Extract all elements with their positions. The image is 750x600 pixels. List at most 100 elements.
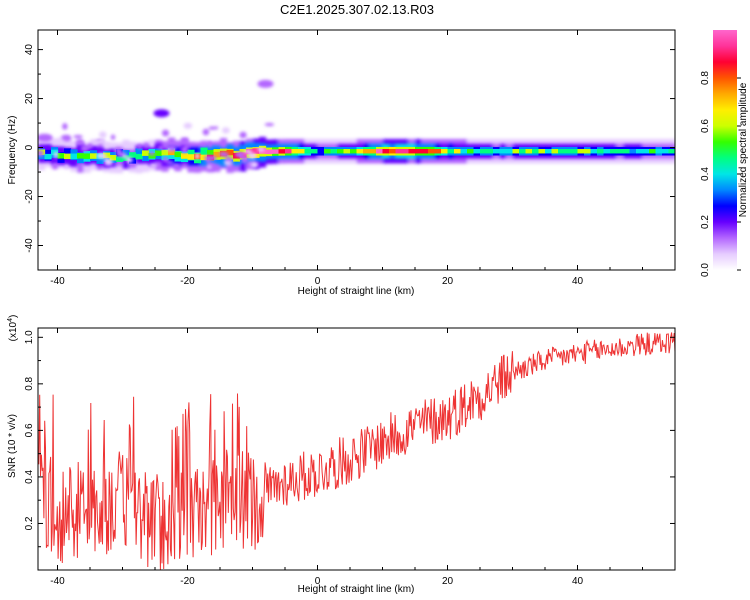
colorbar-tick-label: 0.2 [700, 215, 711, 229]
spectrogram-speckle [222, 127, 230, 134]
snr-y-multiplier: (x104) [7, 315, 19, 342]
spectrogram-speckle [234, 151, 245, 158]
spectrogram-speckle [162, 156, 169, 163]
spectrogram-cell [122, 155, 130, 161]
spectrogram-cell [421, 149, 429, 154]
spectrogram-cell [272, 149, 280, 154]
spectrogram-cell [525, 149, 533, 154]
spectrogram-speckles [38, 122, 275, 170]
spectrogram-speckle [149, 163, 157, 168]
snr-x-tick-label: -20 [180, 576, 195, 587]
spectrogram-cell [174, 151, 182, 158]
spectrogram-cell [408, 149, 416, 154]
spectrogram-speckle [87, 143, 94, 149]
spectrogram-cell [337, 149, 345, 154]
spectrogram-x-axis-label: Height of straight line (km) [298, 286, 415, 297]
spectrogram-x-tick-label: 20 [442, 276, 454, 287]
spectrogram-cell [83, 153, 91, 159]
spectrogram-cell [389, 149, 397, 154]
spectrogram-speckle [208, 126, 216, 130]
spectrogram-cell [200, 147, 208, 159]
spectrogram-cell [636, 149, 644, 154]
spectrogram-speckle [167, 144, 177, 152]
spectrogram-cell [610, 149, 618, 154]
spectrogram-speckle [243, 149, 253, 154]
spectrogram-cell [200, 154, 208, 161]
spectrogram-speckle [122, 154, 128, 159]
spectrogram-cell [155, 150, 163, 156]
spectrogram-outlier [153, 109, 170, 118]
spectrogram-speckle [96, 152, 107, 159]
spectrogram-cell [350, 149, 358, 154]
snr-x-tick-label: 20 [442, 576, 454, 587]
spectrogram-cell [467, 149, 475, 154]
spectrogram-speckle [73, 134, 83, 139]
spectrogram-cell [369, 149, 377, 154]
spectrogram-cell [454, 149, 462, 154]
spectrogram-x-tick-label: -20 [180, 276, 195, 287]
snr-x-tick-label: 0 [315, 576, 321, 587]
spectrogram-cell [538, 149, 546, 154]
spectrogram-speckle [62, 134, 72, 142]
spectrogram-cell [330, 149, 338, 154]
spectrogram-cell [168, 149, 176, 156]
spectrogram-panel: -40 -20 0 20 40 -40 -20 0 20 40 Height of straig… [7, 29, 676, 297]
spectrogram-cell [265, 149, 273, 155]
spectrogram-cell [129, 152, 137, 158]
spectrogram-cell [311, 149, 319, 154]
spectrogram-cell [616, 149, 624, 154]
snr-series-line [38, 332, 675, 570]
spectrogram-cell [181, 153, 189, 159]
spectrogram-speckle [172, 163, 181, 169]
spectrogram-cell [90, 153, 98, 159]
spectrogram-cell [395, 149, 403, 154]
spectrogram-x-tick-label: 40 [572, 276, 584, 287]
spectrogram-cell [70, 153, 78, 160]
spectrogram-cell [415, 149, 423, 154]
spectrogram-speckle [149, 151, 155, 156]
spectrogram-speckle [239, 131, 247, 139]
spectrogram-x-ticks: -40 -20 0 20 40 [50, 30, 676, 287]
snr-y-tick-label: 0.2 [24, 516, 35, 530]
snr-x-tick-label: 40 [572, 576, 584, 587]
spectrogram-speckle [91, 140, 102, 145]
spectrogram-speckle [52, 162, 58, 170]
spectrogram-speckle [126, 157, 133, 163]
spectrogram-cell [213, 151, 221, 158]
spectrogram-cell [304, 149, 312, 154]
spectrogram-y-ticks: -40 -20 0 20 40 [24, 44, 675, 271]
spectrogram-cell [655, 149, 663, 154]
spectrogram-speckle [181, 146, 188, 154]
spectrogram-cell [623, 149, 631, 154]
spectrogram-cell [629, 149, 637, 154]
spectrogram-cell [577, 149, 585, 154]
spectrogram-cell [142, 150, 150, 156]
spectrogram-speckle [137, 143, 142, 150]
spectrogram-speckle [264, 123, 275, 127]
spectrogram-cell [571, 149, 579, 154]
spectrogram-cell [460, 149, 468, 154]
spectrogram-cell [545, 149, 553, 154]
spectrogram-frame [37, 29, 676, 271]
spectrogram-speckle [157, 145, 164, 150]
spectrogram-cell [356, 149, 364, 154]
snr-y-tick-label: 0.4 [24, 470, 35, 484]
spectrogram-cell [519, 149, 527, 154]
colorbar-ticks: 0.0 0.2 0.4 0.6 0.8 [700, 71, 741, 277]
spectrogram-speckle [257, 147, 265, 152]
spectrogram-cell [116, 156, 124, 162]
spectrogram-x-tick-label: 0 [315, 276, 321, 287]
spectrogram-y-tick-label: 0 [24, 144, 35, 150]
spectrogram-cell [649, 149, 657, 154]
spectrogram-cell [642, 149, 650, 154]
snr-x-axis-label: Height of straight line (km) [298, 584, 415, 595]
spectrogram-speckle [166, 161, 174, 165]
spectrogram-cell [603, 149, 611, 154]
spectrogram-cell [278, 149, 286, 154]
colorbar-tick-label: 0.8 [700, 71, 711, 85]
spectrogram-y-tick-label: -20 [24, 189, 35, 204]
spectrogram-y-tick-label: -40 [24, 238, 35, 253]
colorbar-tick-label: 0.4 [700, 167, 711, 181]
spectrogram-cell [590, 149, 598, 154]
spectrogram-y-tick-label: 40 [24, 44, 35, 56]
